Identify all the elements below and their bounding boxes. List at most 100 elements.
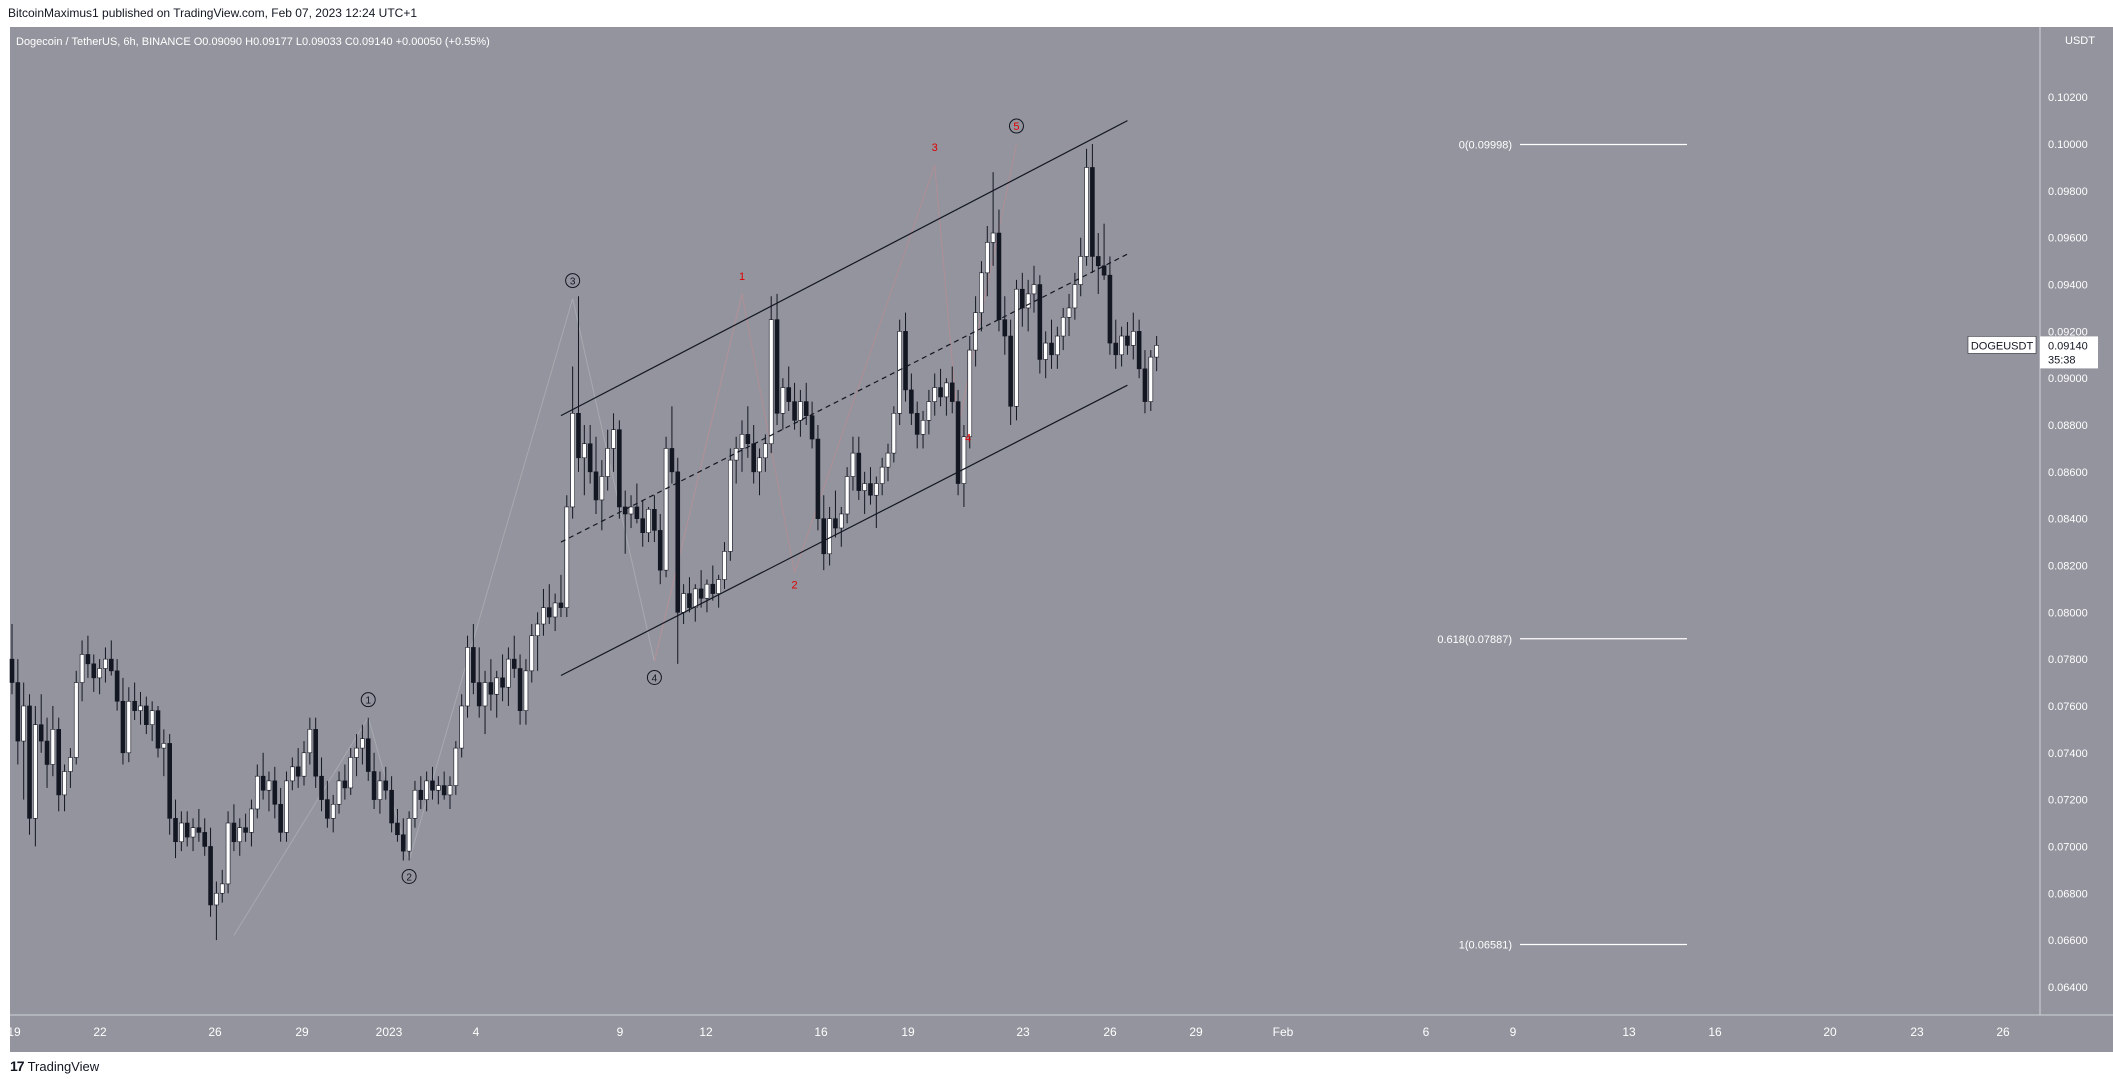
candle-body bbox=[348, 757, 354, 789]
candle-body bbox=[979, 272, 984, 313]
candle-body bbox=[313, 729, 318, 777]
axes-layer: USDT 0.10200 0.10000 0.09800 0.09600 0.09400 0… bbox=[7, 27, 2113, 1052]
time-tick-label: Feb bbox=[1273, 1025, 1294, 1039]
candle-body bbox=[739, 434, 745, 449]
candle-body bbox=[33, 724, 38, 819]
price-tick-label: 0.09000 bbox=[2048, 373, 2088, 385]
candle-body bbox=[704, 583, 710, 599]
candle-body bbox=[803, 401, 809, 416]
candle-body bbox=[751, 443, 756, 473]
candle-body bbox=[1072, 284, 1078, 309]
candle-body bbox=[1101, 265, 1107, 276]
candle-body bbox=[622, 506, 628, 515]
price-tick-label: 0.08600 bbox=[2048, 467, 2088, 479]
candle-body bbox=[938, 387, 943, 398]
candle-body bbox=[21, 705, 26, 742]
candle-body bbox=[593, 471, 599, 501]
time-tick-label: 12 bbox=[699, 1025, 713, 1039]
candle-body bbox=[383, 780, 389, 791]
candle-body bbox=[377, 780, 383, 800]
time-tick-label: 4 bbox=[473, 1025, 480, 1039]
candle-body bbox=[79, 654, 85, 683]
candle-body bbox=[219, 883, 225, 894]
candle-body bbox=[179, 822, 184, 843]
candle-body bbox=[961, 436, 967, 484]
candle-body bbox=[640, 518, 646, 534]
candle-body bbox=[1148, 356, 1154, 402]
candle-body bbox=[342, 780, 348, 789]
candle-body bbox=[1119, 335, 1124, 356]
candle-body bbox=[774, 319, 780, 414]
candle-body bbox=[114, 670, 120, 702]
time-tick-label: 19 bbox=[7, 1025, 21, 1039]
candle-body bbox=[675, 471, 681, 613]
candle-body bbox=[68, 757, 73, 772]
candle-body bbox=[161, 743, 167, 749]
candle-body bbox=[844, 476, 850, 515]
candle-body bbox=[570, 413, 575, 508]
candle-body bbox=[698, 588, 704, 599]
candle-body bbox=[763, 443, 768, 459]
candle-body bbox=[272, 780, 278, 805]
time-tick-label: 6 bbox=[1423, 1025, 1430, 1039]
candle-body bbox=[768, 319, 774, 445]
candle-body bbox=[97, 668, 102, 679]
candle-body bbox=[155, 710, 161, 749]
candle-body bbox=[436, 785, 441, 791]
symbol-tag-box bbox=[1967, 336, 2037, 354]
price-tick-label: 0.10200 bbox=[2048, 92, 2088, 104]
candle-body bbox=[44, 740, 50, 765]
candle-body bbox=[868, 483, 873, 496]
symbol-legend[interactable]: Dogecoin / TetherUS, 6h, BINANCE O0.0909… bbox=[16, 36, 490, 48]
candle-body bbox=[780, 387, 786, 414]
candle-body bbox=[833, 518, 838, 529]
price-tick-label: 0.09800 bbox=[2048, 186, 2088, 198]
candle-body bbox=[208, 846, 213, 906]
candle-body bbox=[266, 780, 272, 791]
fib-level-label: 1(0.06581) bbox=[1459, 940, 1512, 952]
channel-middle-line bbox=[560, 253, 1128, 543]
time-tick-label: 29 bbox=[1189, 1025, 1203, 1039]
candle-body bbox=[862, 483, 867, 491]
candle-body bbox=[389, 789, 394, 824]
fib-level-label: 0(0.09998) bbox=[1459, 140, 1512, 152]
tradingview-logo[interactable]: 17 TradingView bbox=[10, 1056, 99, 1076]
wave-labels-layer: 1 2 3 4 1 2 3 4 5 bbox=[360, 118, 1024, 884]
candle-body bbox=[885, 452, 891, 468]
time-tick-label: 9 bbox=[617, 1025, 624, 1039]
time-tick-label: 16 bbox=[814, 1025, 828, 1039]
candle-body bbox=[611, 429, 616, 449]
candle-body bbox=[1107, 274, 1113, 344]
candle-body bbox=[506, 658, 511, 688]
price-tick-label: 0.06800 bbox=[2048, 888, 2088, 900]
price-tick-label: 0.08800 bbox=[2048, 420, 2088, 432]
candle-body bbox=[149, 710, 155, 725]
candle-body bbox=[710, 583, 716, 594]
candle-body bbox=[476, 682, 482, 707]
last-price-label: 0.09140 bbox=[2048, 340, 2088, 352]
candle-body bbox=[1095, 256, 1101, 267]
candle-body bbox=[254, 775, 260, 810]
candle-body bbox=[62, 771, 67, 796]
publisher-text: BitcoinMaximus1 published on TradingView… bbox=[8, 6, 418, 20]
candle-body bbox=[856, 452, 862, 491]
price-tick-label: 0.09400 bbox=[2048, 280, 2088, 292]
candle-body bbox=[453, 747, 459, 786]
candle-body bbox=[447, 785, 453, 796]
candle-body bbox=[786, 387, 792, 402]
candle-body bbox=[1049, 342, 1054, 356]
candle-body bbox=[517, 668, 523, 711]
bar-countdown-label: 35:38 bbox=[2048, 354, 2076, 366]
time-tick-label: 20 bbox=[1823, 1025, 1837, 1039]
chart-area[interactable] bbox=[10, 27, 2102, 1064]
candle-body bbox=[278, 803, 283, 833]
candle-body bbox=[214, 892, 219, 906]
candle-body bbox=[605, 448, 610, 477]
candle-body bbox=[955, 401, 961, 484]
candle-body bbox=[1055, 335, 1060, 356]
candles-layer bbox=[9, 144, 1159, 941]
candle-body bbox=[330, 803, 336, 819]
candle-body bbox=[1130, 331, 1136, 346]
candle-body bbox=[944, 382, 949, 398]
